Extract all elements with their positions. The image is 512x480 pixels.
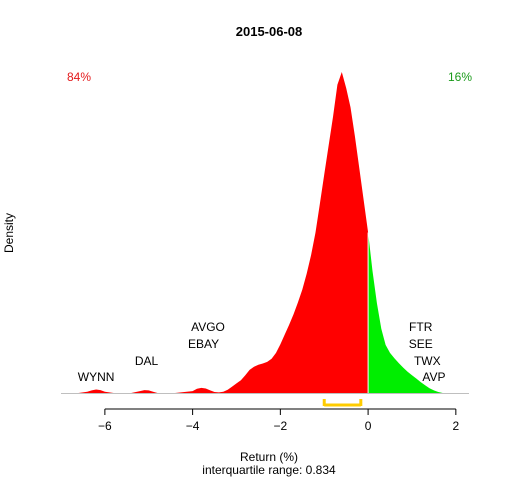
annotation-label: TWX bbox=[414, 354, 441, 368]
iqr-bracket bbox=[322, 399, 363, 407]
annotation-label: WYNN bbox=[78, 370, 115, 384]
plot-area bbox=[78, 72, 443, 393]
y-axis-label: Density bbox=[2, 213, 16, 253]
x-axis: −6 −4 −2 0 2 bbox=[98, 408, 459, 433]
annotation-label: AVP bbox=[422, 370, 445, 384]
x-tick-label: −6 bbox=[98, 419, 112, 433]
left-share-label: 84% bbox=[67, 70, 91, 84]
right-share-label: 16% bbox=[448, 70, 472, 84]
x-tick-label: −4 bbox=[186, 419, 200, 433]
annotation-label: FTR bbox=[409, 320, 433, 334]
ticker-annotations: WYNN DAL EBAY AVGO FTR SEE TWX AVP bbox=[78, 320, 446, 384]
negative-density-area bbox=[78, 72, 369, 393]
x-tick-label: −2 bbox=[274, 419, 288, 433]
annotation-label: EBAY bbox=[188, 337, 219, 351]
annotation-label: AVGO bbox=[191, 320, 225, 334]
chart-title: 2015-06-08 bbox=[236, 24, 303, 39]
annotation-label: SEE bbox=[409, 337, 433, 351]
x-axis-label: Return (%) bbox=[240, 450, 298, 464]
x-tick-label: 0 bbox=[365, 419, 372, 433]
iqr-caption: interquartile range: 0.834 bbox=[202, 463, 336, 477]
x-tick-label: 2 bbox=[452, 419, 459, 433]
annotation-label: DAL bbox=[135, 354, 159, 368]
positive-density-area bbox=[368, 232, 443, 393]
